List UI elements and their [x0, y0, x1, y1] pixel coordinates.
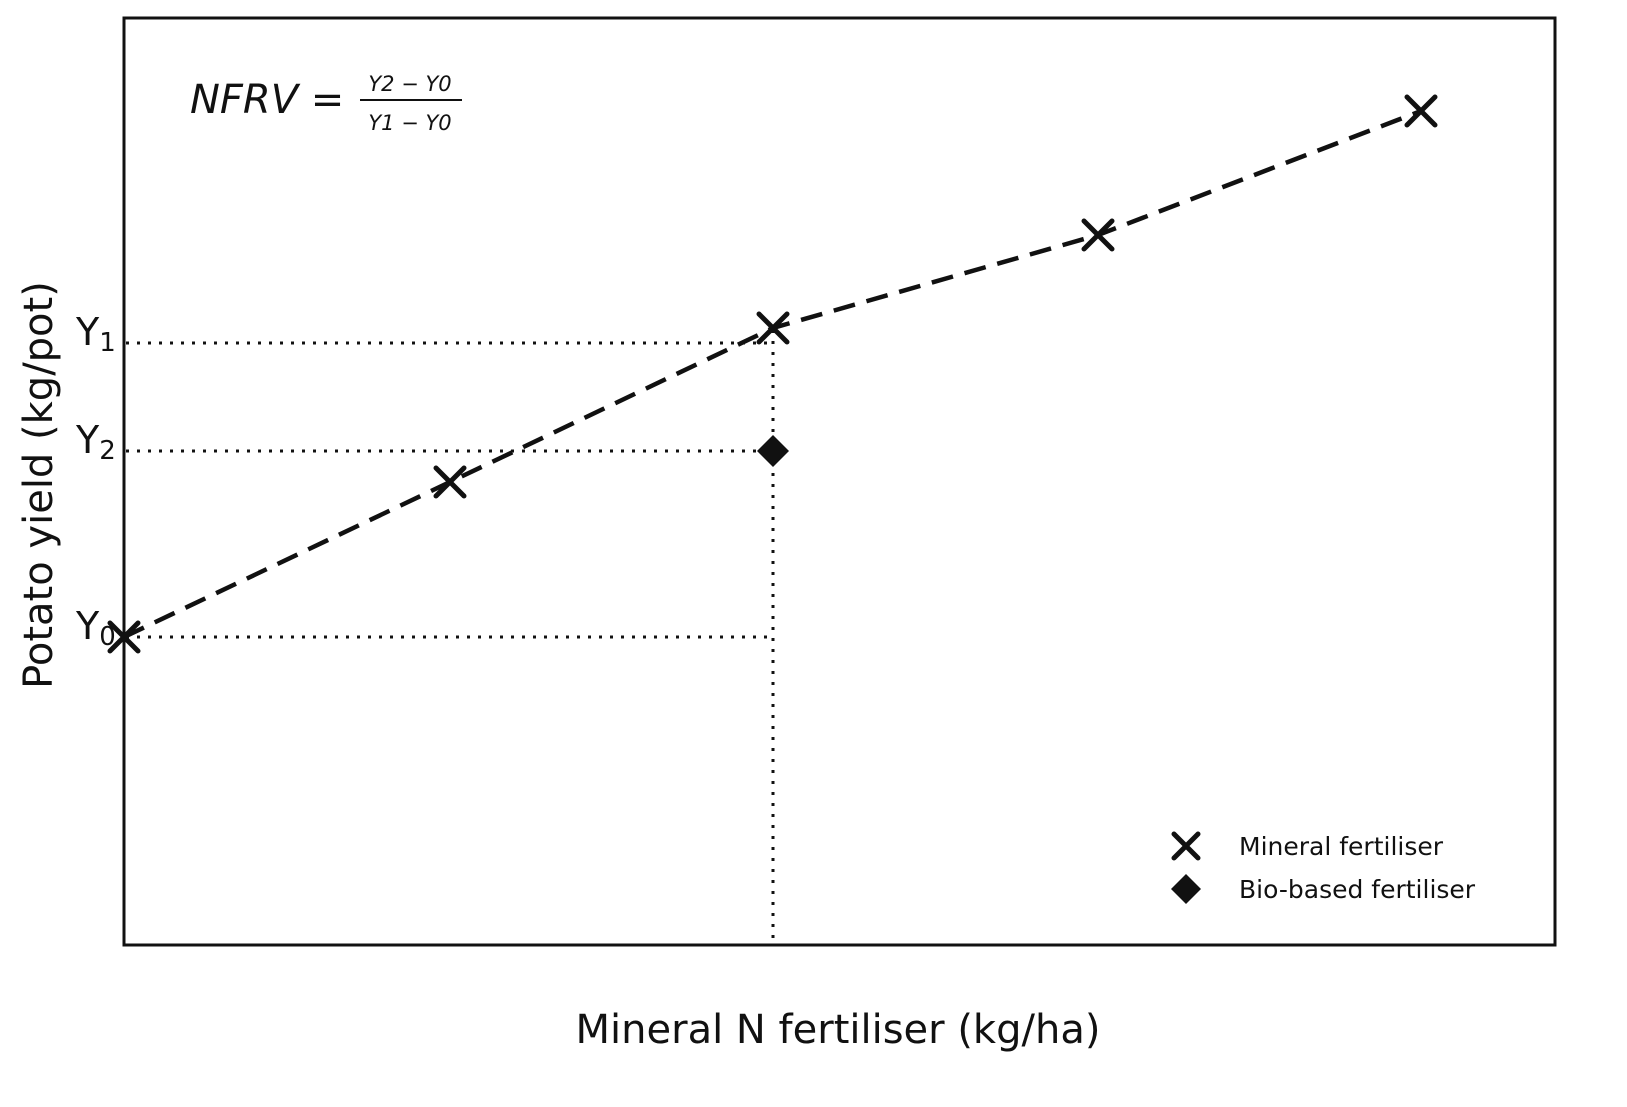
diamond-marker-icon [757, 435, 789, 467]
formula-denominator: Y1 − Y0 [368, 111, 451, 135]
y-tick-label-y0: Y0 [75, 604, 116, 652]
x-marker-icon [1404, 94, 1438, 128]
y-tick-label-y2: Y2 [75, 418, 116, 466]
data-markers [107, 94, 1438, 654]
y-tick-label-y1: Y1 [75, 310, 116, 358]
x-marker-icon [433, 465, 467, 499]
x-marker-icon [107, 620, 141, 654]
y-axis-label: Potato yield (kg/pot) [16, 281, 62, 689]
legend-label-bio-based: Bio-based fertiliser [1239, 875, 1476, 904]
legend: Mineral fertiliser Bio-based fertiliser [1171, 831, 1476, 904]
nfrv-formula: NFRV = Y2 − Y0 Y1 − Y0 [190, 72, 462, 135]
formula-lhs: NFRV = [190, 77, 344, 123]
formula-numerator: Y2 − Y0 [368, 72, 451, 96]
x-marker-icon [1171, 831, 1201, 861]
reference-lines [126, 330, 775, 943]
plot-frame [122, 16, 1557, 947]
y-tick-labels: Y1 Y2 Y0 [75, 310, 116, 652]
legend-label-mineral: Mineral fertiliser [1239, 832, 1444, 861]
x-axis-label: Mineral N fertiliser (kg/ha) [576, 1007, 1101, 1053]
diamond-marker-icon [1171, 874, 1201, 904]
x-marker-icon [1081, 218, 1115, 252]
x-marker-icon [756, 311, 790, 345]
